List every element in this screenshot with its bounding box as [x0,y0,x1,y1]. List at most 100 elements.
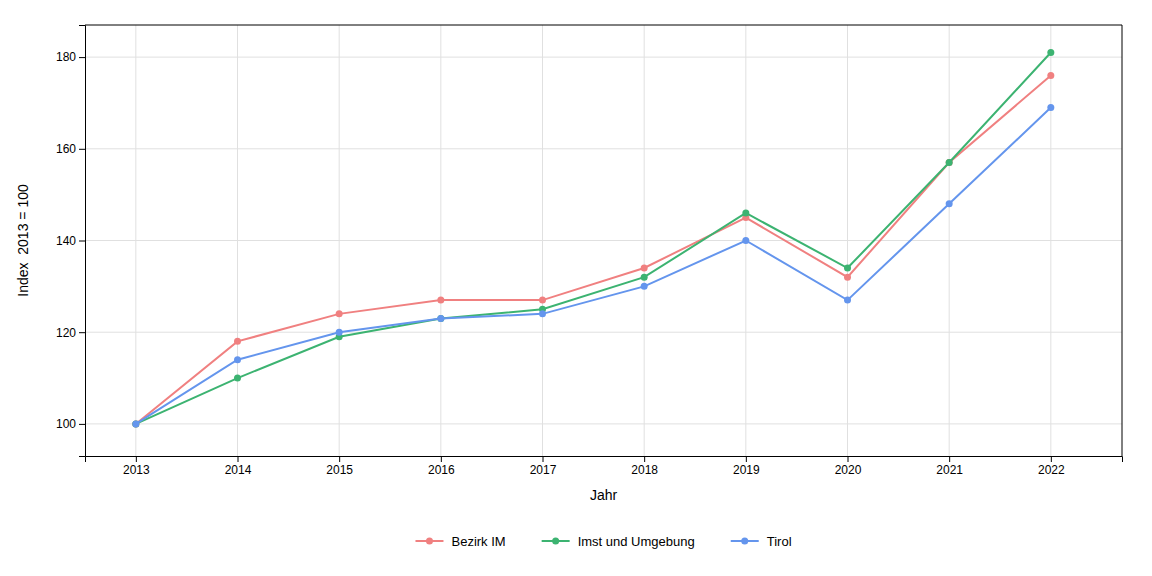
legend-item: Imst und Umgebung [542,534,695,549]
chart: 2013 2014 2015 2016 2017 2018 2019 2020 2021 2022… [0,0,1152,576]
y-axis-title: Index 2013 = 100 [15,184,31,297]
tick: 2021 [936,456,963,477]
point [234,375,241,382]
tick-mark [543,456,544,462]
tick: 2013 [123,456,150,477]
tick-mark [848,456,849,462]
plot: 2013 2014 2015 2016 2017 2018 2019 2020 2021 2022… [56,25,1123,477]
legend-label: Bezirk IM [451,534,505,549]
x-axis: 2013 2014 2015 2016 2017 2018 2019 2020 2021 2022 [86,456,1123,477]
line [136,53,1051,424]
series [132,49,1054,427]
tick: 120 [56,326,85,340]
frame [85,25,1122,26]
point [946,200,953,207]
point [132,420,139,427]
tick: 180 [56,50,85,64]
legend: Bezirk IM Imst und Umgebung Tirol [415,534,791,549]
tick-label: 2019 [733,463,760,477]
point [539,297,546,304]
tick-mark [949,456,950,462]
axis-line [79,26,86,457]
tick: 160 [56,142,85,156]
point [1047,49,1054,56]
tick-label: 2017 [530,463,557,477]
tick-label: 120 [56,326,76,340]
point [641,265,648,272]
point [132,420,139,427]
line [136,75,1051,423]
line [136,108,1051,424]
point [1047,104,1054,111]
grid-line [85,332,1122,333]
tick-label: 2020 [835,463,862,477]
tick-mark [746,456,747,462]
legend-label: Imst und Umgebung [578,534,695,549]
tick-label: 2022 [1038,463,1065,477]
point [1047,72,1054,79]
tick-mark [79,57,85,58]
tick-mark [79,424,85,425]
tick: 2020 [835,456,862,477]
frame [1122,25,1123,456]
tick-label: 2021 [936,463,963,477]
series [132,72,1054,427]
tick: 2014 [225,456,252,477]
tick-label: 2018 [631,463,658,477]
tick-label: 100 [56,417,76,431]
legend-item: Bezirk IM [415,534,505,549]
point [844,297,851,304]
point [234,356,241,363]
point [437,315,444,322]
legend-marker [741,538,748,545]
tick: 2022 [1038,456,1065,477]
point [336,329,343,336]
point [641,283,648,290]
tick: 2015 [326,456,353,477]
point [641,274,648,281]
tick-mark [644,456,645,462]
tick: 2018 [631,456,658,477]
grid-line [85,57,1122,58]
tick: 2019 [733,456,760,477]
point [742,237,749,244]
series-group [132,49,1054,427]
tick-mark [79,241,85,242]
point [437,297,444,304]
point [132,420,139,427]
tick-label: 2016 [428,463,455,477]
tick: 100 [56,417,85,431]
tick: 2016 [428,456,455,477]
tick-mark [1051,456,1052,462]
legend-marker [552,538,559,545]
point [742,209,749,216]
tick-mark [136,456,137,462]
tick-label: 2014 [225,463,252,477]
tick-mark [79,332,85,333]
tick-label: 180 [56,50,76,64]
tick-mark [441,456,442,462]
point [844,265,851,272]
tick-label: 2013 [123,463,150,477]
tick-label: 2015 [326,463,353,477]
tick: 2017 [530,456,557,477]
point [946,159,953,166]
tick-mark [339,456,340,462]
axis-line [86,457,1123,463]
point [437,315,444,322]
grid-line [85,240,1122,241]
point [234,338,241,345]
series [132,104,1054,427]
grid [85,25,1122,456]
point [336,310,343,317]
x-axis-title: Jahr [590,487,618,503]
legend-item: Tirol [731,534,792,549]
point [844,274,851,281]
grid-line [85,423,1122,424]
y-axis: 100 120 140 160 180 [56,26,86,457]
tick: 140 [56,234,85,248]
point [539,310,546,317]
tick-label: 140 [56,234,76,248]
tick-mark [238,456,239,462]
legend-marker [426,538,433,545]
